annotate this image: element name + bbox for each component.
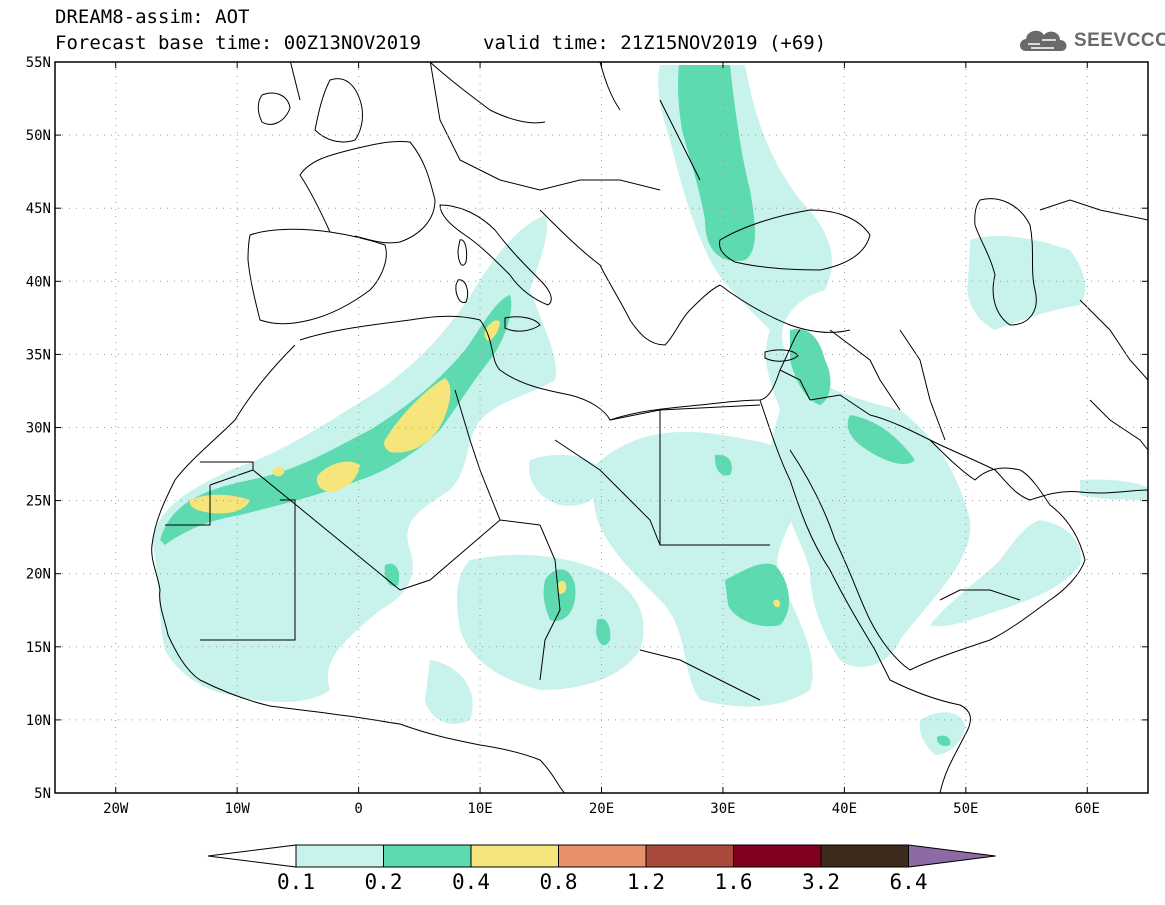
colorbar-label: 0.2 bbox=[365, 870, 403, 894]
colorbar-label: 0.1 bbox=[277, 870, 315, 894]
aot-level-0-4-area bbox=[189, 320, 781, 608]
lon-tick-label: 20E bbox=[589, 801, 614, 817]
lon-tick-label: 10E bbox=[467, 801, 492, 817]
colorbar-label: 3.2 bbox=[802, 870, 840, 894]
colorbar-label: 1.2 bbox=[627, 870, 665, 894]
colorbar-label: 1.6 bbox=[715, 870, 753, 894]
colorbar-box bbox=[558, 844, 647, 868]
colorbar-label: 0.8 bbox=[540, 870, 578, 894]
lat-tick-label: 15N bbox=[26, 640, 51, 656]
colorbar-label: 0.4 bbox=[452, 870, 490, 894]
lat-lon-grid bbox=[55, 62, 1148, 793]
coastline-borders bbox=[151, 62, 1148, 793]
colorbar-box bbox=[645, 844, 734, 868]
lon-tick-label: 20W bbox=[103, 801, 129, 817]
lat-tick-label: 35N bbox=[26, 347, 51, 363]
lat-tick-label: 5N bbox=[34, 786, 51, 802]
colorbar-box bbox=[733, 844, 822, 868]
lon-tick-label: 10W bbox=[225, 801, 251, 817]
map-title: DREAM8-assim: AOT bbox=[55, 6, 250, 28]
lat-tick-label: 20N bbox=[26, 567, 51, 583]
colorbar-box bbox=[383, 844, 472, 868]
colorbar-box bbox=[470, 844, 559, 868]
colorbar-box bbox=[820, 844, 909, 868]
lat-tick-label: 10N bbox=[26, 713, 51, 729]
lon-tick-label: 30E bbox=[710, 801, 735, 817]
aot-colorbar: 0.1 0.2 0.4 0.8 1.2 1.6 3.2 6.4 bbox=[207, 844, 996, 894]
lat-tick-label: 45N bbox=[26, 201, 51, 217]
logo-text: SEEVCCC bbox=[1074, 30, 1165, 51]
colorbar-box bbox=[295, 844, 384, 868]
longitude-axis: 20W 10W 0 10E 20E 30E 40E 50E 60E bbox=[103, 62, 1100, 817]
forecast-base-time: Forecast base time: 00Z13NOV2019 bbox=[55, 32, 422, 54]
lat-tick-label: 50N bbox=[26, 128, 51, 144]
colorbar-low-arrow bbox=[207, 844, 297, 868]
lon-tick-label: 0 bbox=[354, 801, 362, 817]
lon-tick-label: 40E bbox=[832, 801, 857, 817]
seevccc-logo: SEEVCCC bbox=[1016, 23, 1165, 59]
aot-level-0-1-area bbox=[152, 65, 1148, 755]
cloud-icon bbox=[1020, 30, 1067, 51]
dust-aot-field bbox=[152, 65, 1148, 755]
lat-tick-label: 30N bbox=[26, 421, 51, 437]
lon-tick-label: 50E bbox=[953, 801, 978, 817]
lat-tick-label: 40N bbox=[26, 274, 51, 290]
latitude-axis: 55N 50N 45N 40N 35N 30N 25N 20N 15N 10N 5N bbox=[26, 55, 1148, 802]
valid-time: valid time: 21Z15NOV2019 (+69) bbox=[483, 32, 827, 54]
lat-tick-label: 55N bbox=[26, 55, 51, 71]
colorbar-high-arrow bbox=[908, 844, 996, 868]
lon-tick-label: 60E bbox=[1075, 801, 1100, 817]
aot-level-0-2-area bbox=[160, 65, 951, 747]
lat-tick-label: 25N bbox=[26, 494, 51, 510]
colorbar-label: 6.4 bbox=[890, 870, 928, 894]
